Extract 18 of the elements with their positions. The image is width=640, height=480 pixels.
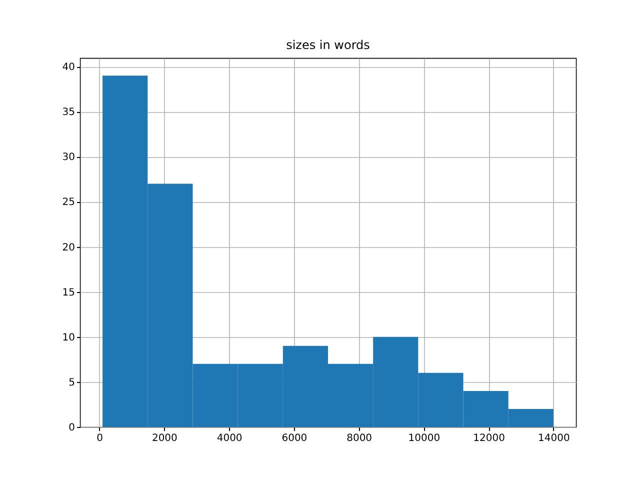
x-tick-label: 8000 bbox=[346, 433, 372, 444]
x-tick-label: 12000 bbox=[473, 433, 505, 444]
y-tick-label: 0 bbox=[68, 422, 75, 434]
y-tick-label: 5 bbox=[68, 377, 75, 388]
chart-title: sizes in words bbox=[286, 38, 370, 52]
y-tick-label: 10 bbox=[62, 332, 75, 344]
y-tick-label: 40 bbox=[62, 62, 75, 74]
y-tick-label: 20 bbox=[62, 242, 75, 254]
x-tick-label: 0 bbox=[96, 433, 103, 444]
y-tick-label: 15 bbox=[62, 287, 75, 298]
y-tick-label: 30 bbox=[62, 152, 75, 164]
x-tick-label: 6000 bbox=[282, 433, 308, 444]
x-tick-label: 10000 bbox=[408, 433, 440, 444]
y-tick-label: 25 bbox=[62, 197, 75, 208]
y-tick-label: 35 bbox=[62, 107, 75, 118]
x-tick-label: 4000 bbox=[216, 433, 242, 444]
x-tick-label: 2000 bbox=[152, 433, 178, 444]
x-tick-label: 14000 bbox=[538, 433, 570, 444]
